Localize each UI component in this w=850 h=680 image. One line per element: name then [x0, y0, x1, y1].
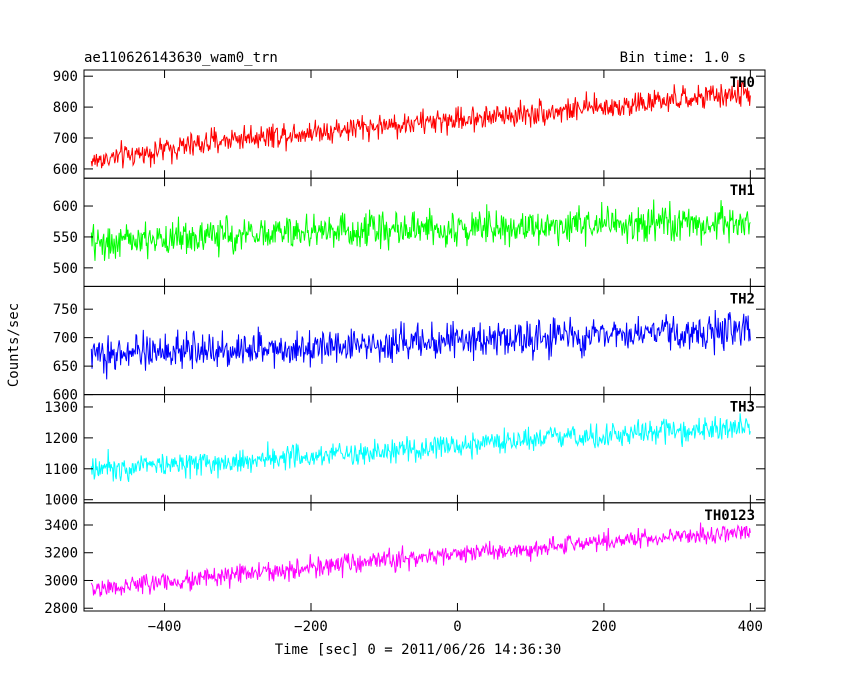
y-tick-label: 600	[53, 388, 78, 404]
x-tick-label: −400	[148, 619, 182, 635]
y-tick-label: 800	[53, 100, 78, 116]
series-label-th3: TH3	[730, 400, 755, 416]
x-tick-label: −200	[294, 619, 328, 635]
series-line-th0123	[90, 522, 751, 597]
y-tick-label: 1200	[44, 431, 78, 447]
x-axis-title: Time [sec] 0 = 2011/06/26 14:36:30	[275, 642, 562, 658]
panel-th0123: 2800 3000 3200 3400 TH0123	[44, 502, 766, 617]
y-tick-label: 650	[53, 359, 78, 375]
panel-th2: 600 650 700 750 TH2	[53, 285, 766, 404]
x-tick-label: 200	[591, 619, 616, 635]
y-tick-label: 700	[53, 131, 78, 147]
series-line-th1	[90, 199, 751, 261]
panels-group: 600 700 800 900 TH0 500 550 600 TH1 600 650 700 750 T…	[44, 69, 766, 617]
y-tick-label: 1100	[44, 462, 78, 478]
y-tick-label: 1000	[44, 493, 78, 509]
y-axis-title: Counts/sec	[6, 303, 22, 387]
panel-frame	[83, 502, 766, 612]
y-tick-label: 1300	[44, 400, 78, 416]
x-tick-label: 400	[738, 619, 763, 635]
panel-th3: 1000 1100 1200 1300 TH3	[44, 394, 766, 509]
panel-frame	[83, 69, 766, 179]
panel-th1: 500 550 600 TH1	[53, 177, 766, 287]
y-tick-label: 550	[53, 230, 78, 246]
series-label-th0123: TH0123	[704, 508, 755, 524]
y-tick-label: 600	[53, 162, 78, 178]
y-tick-label: 3000	[44, 573, 78, 589]
bin-time-label: Bin time: 1.0 s	[620, 50, 746, 66]
y-tick-label: 900	[53, 69, 78, 85]
x-tick-label: 0	[453, 619, 461, 635]
panel-th0: 600 700 800 900 TH0	[53, 69, 766, 179]
y-tick-label: 2800	[44, 601, 78, 617]
series-label-th2: TH2	[730, 291, 755, 307]
y-tick-label: 3400	[44, 518, 78, 534]
x-axis: −400 −200 0 200 400	[148, 619, 763, 635]
series-label-th1: TH1	[730, 183, 755, 199]
y-tick-label: 600	[53, 199, 78, 215]
y-tick-label: 750	[53, 302, 78, 318]
series-line-th3	[90, 413, 751, 482]
series-label-th0: TH0	[730, 75, 755, 91]
series-line-th0	[90, 79, 751, 169]
panel-frame	[83, 394, 766, 504]
series-line-th2	[90, 309, 751, 380]
chart-title: ae110626143630_wam0_trn	[84, 50, 278, 66]
y-tick-label: 500	[53, 261, 78, 277]
y-tick-label: 700	[53, 331, 78, 347]
y-tick-label: 3200	[44, 546, 78, 562]
